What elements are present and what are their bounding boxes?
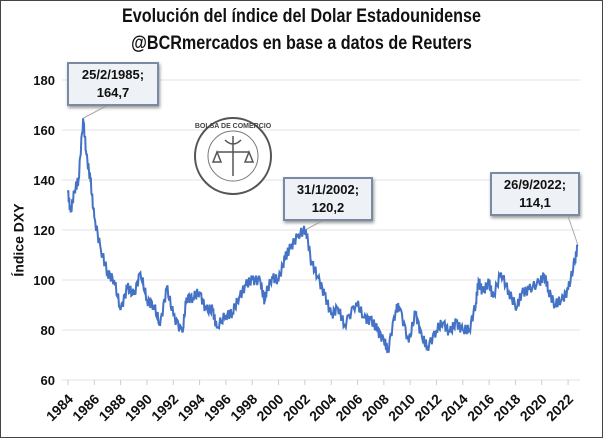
x-tick-label: 2016 xyxy=(464,391,497,424)
annotation-date: 26/9/2022; xyxy=(503,177,567,192)
annotation-date: 25/2/1985; xyxy=(81,67,145,82)
y-tick-label: 120 xyxy=(33,223,55,238)
x-tick-label: 2008 xyxy=(359,391,392,424)
chart-subtitle: @BCRmercados en base a datos de Reuters xyxy=(131,33,472,54)
x-tick-label: 2014 xyxy=(438,391,471,424)
annotation-value: 120,2 xyxy=(311,200,345,215)
annotation-peak-1985: 25/2/1985; 164,7 xyxy=(67,62,159,106)
x-tick-label: 2020 xyxy=(517,391,550,424)
x-tick-label: 1988 xyxy=(95,391,128,424)
y-tick-label: 60 xyxy=(41,373,55,388)
chart-title: Evolución del índice del Dolar Estadouni… xyxy=(122,6,481,27)
y-tick-label: 180 xyxy=(33,73,55,88)
annotation-value: 164,7 xyxy=(96,85,130,100)
x-tick-label: 2010 xyxy=(385,391,418,424)
x-tick-label: 2012 xyxy=(411,391,444,424)
annotation-leader-line xyxy=(305,220,323,230)
x-tick-label: 1992 xyxy=(148,391,181,424)
x-tick-label: 2022 xyxy=(543,391,576,424)
series-line-dxy xyxy=(67,118,579,354)
y-tick-label: 80 xyxy=(41,323,55,338)
x-tick-label: 1984 xyxy=(43,391,76,424)
y-tick-label: 100 xyxy=(33,273,55,288)
x-tick-label: 2006 xyxy=(332,391,365,424)
bcr-logo-watermark: BOLSA DE COMERCIO xyxy=(194,117,272,195)
y-tick-label: 160 xyxy=(33,123,55,138)
x-tick-label: 1996 xyxy=(201,391,234,424)
x-tick-label: 2004 xyxy=(306,391,339,424)
annotation-peak-2002: 31/1/2002; 120,2 xyxy=(283,177,373,221)
x-tick-label: 1986 xyxy=(69,391,102,424)
annotation-leader-line xyxy=(567,215,579,245)
x-tick-label: 1998 xyxy=(227,391,260,424)
annotation-2022: 26/9/2022; 114,1 xyxy=(490,172,580,216)
x-tick-label: 1990 xyxy=(122,391,155,424)
x-tick-label: 2000 xyxy=(253,391,286,424)
x-tick-label: 2002 xyxy=(280,391,313,424)
x-tick-label: 2018 xyxy=(490,391,523,424)
annotation-leader-line xyxy=(82,103,111,119)
annotation-date: 31/1/2002; xyxy=(296,182,360,197)
y-tick-label: 140 xyxy=(33,173,55,188)
x-tick-label: 1994 xyxy=(174,391,207,424)
svg-text:BOLSA DE COMERCIO: BOLSA DE COMERCIO xyxy=(195,123,272,130)
annotation-value: 114,1 xyxy=(519,195,551,210)
